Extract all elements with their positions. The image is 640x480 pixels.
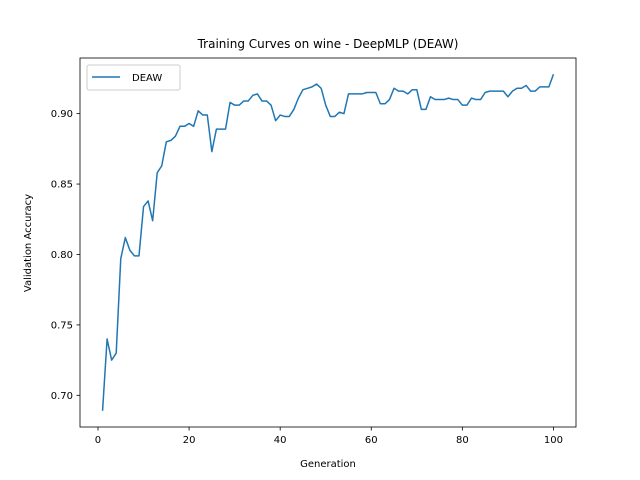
x-axis-label: Generation	[300, 459, 356, 470]
y-tick-label: 0.75	[51, 320, 73, 331]
chart-title: Training Curves on wine - DeepMLP (DEAW)	[197, 37, 459, 51]
y-tick-label: 0.70	[51, 391, 73, 402]
legend-label-deaw: DEAW	[132, 73, 162, 84]
x-tick-label: 20	[183, 435, 196, 446]
x-tick-label: 80	[456, 435, 469, 446]
y-axis-ticks: 0.70 0.75 0.80 0.85 0.90	[51, 109, 80, 402]
x-tick-label: 0	[95, 435, 101, 446]
y-tick-label: 0.90	[51, 109, 73, 120]
series-line-deaw	[101, 73, 555, 411]
x-axis-ticks: 0 20 40 60 80 100	[95, 427, 563, 446]
y-tick-label: 0.85	[51, 180, 73, 191]
y-tick-label: 0.80	[51, 250, 73, 261]
x-tick-label: 40	[274, 435, 287, 446]
plot-area	[101, 73, 555, 411]
x-tick-label: 60	[365, 435, 378, 446]
y-axis-label: Validation Accuracy	[23, 194, 34, 292]
axes-frame	[79, 57, 577, 428]
legend: DEAW	[86, 64, 181, 91]
legend-box	[86, 64, 181, 91]
x-tick-label: 100	[544, 435, 563, 446]
